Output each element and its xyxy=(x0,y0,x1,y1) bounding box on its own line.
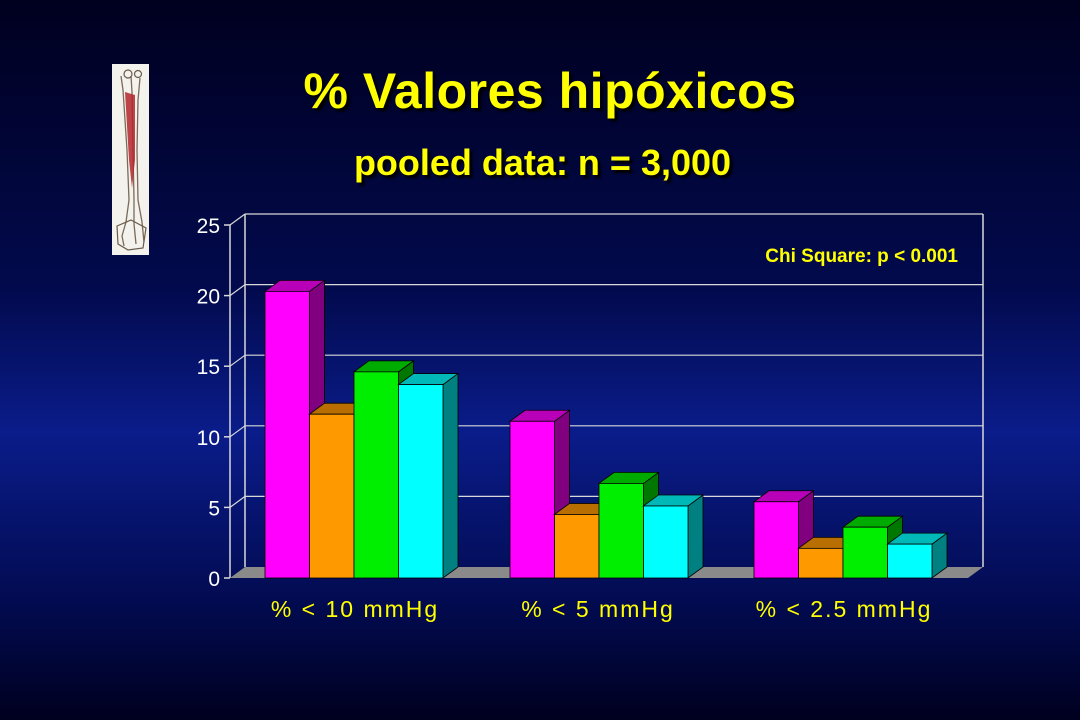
bar-front xyxy=(643,505,689,579)
bar-front xyxy=(264,290,310,579)
bar xyxy=(642,494,705,579)
y-tick-label: 25 xyxy=(197,215,220,238)
x-category-label: % < 2.5 mmHg xyxy=(756,596,933,622)
y-tick-label: 10 xyxy=(197,427,220,450)
y-tick-label: 15 xyxy=(197,356,220,379)
bar-front xyxy=(509,420,555,579)
slide-subtitle: pooled data: n = 3,000 xyxy=(353,142,732,183)
bar xyxy=(841,515,904,579)
x-category-label: % < 5 mmHg xyxy=(521,596,675,622)
bar-front xyxy=(798,547,844,579)
bar xyxy=(397,372,460,579)
chart-annotation: Chi Square: p < 0.001 xyxy=(765,246,958,267)
gridline-depth xyxy=(229,213,246,226)
bar-front xyxy=(753,501,799,579)
plot-area xyxy=(229,214,984,578)
bar xyxy=(886,532,949,579)
y-tick-label: 20 xyxy=(197,286,220,309)
x-category-label: % < 10 mmHg xyxy=(271,596,439,622)
bar-front xyxy=(353,371,399,579)
y-tick-label: 5 xyxy=(208,497,220,520)
bar-front xyxy=(398,384,444,579)
gridline-depth xyxy=(229,425,246,438)
bar-side xyxy=(687,494,704,579)
y-tick-label: 0 xyxy=(208,568,220,591)
bar-front xyxy=(309,413,355,579)
bar-front xyxy=(842,526,888,579)
gridline-depth xyxy=(229,354,246,367)
leg-anatomy-icon xyxy=(112,64,149,255)
bar-side xyxy=(442,372,459,579)
gridline-depth xyxy=(229,284,246,297)
bar-front xyxy=(887,543,933,579)
gridline-depth xyxy=(229,495,246,508)
slide-title: % Valores hipóxicos xyxy=(303,63,797,119)
bar-front xyxy=(598,482,644,579)
bar-front xyxy=(554,514,600,579)
